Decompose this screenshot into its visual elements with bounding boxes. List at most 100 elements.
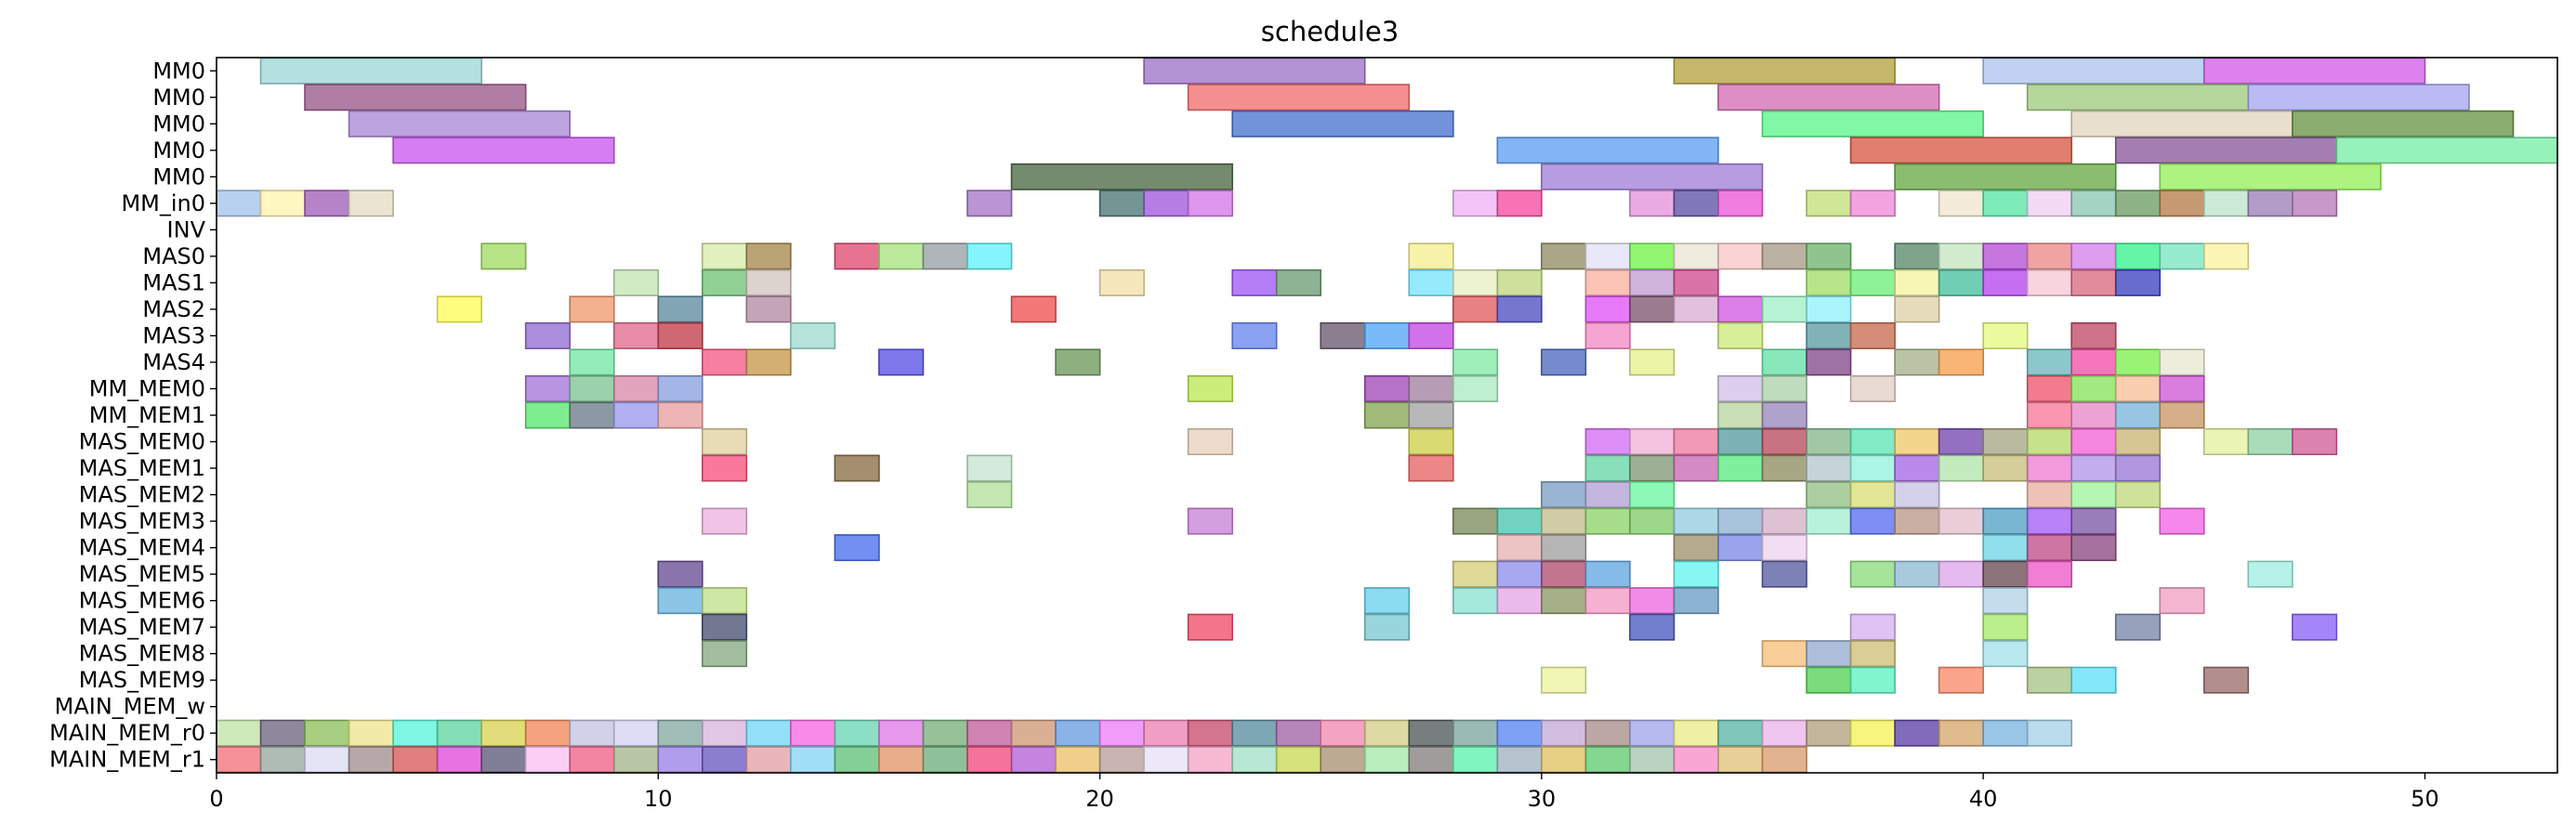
task-bar — [1496, 719, 1543, 747]
task-bar — [1673, 587, 1719, 615]
task-bar — [259, 57, 482, 85]
task-bar — [1761, 110, 1984, 137]
row-label: MAS_MEM6 — [79, 588, 205, 614]
task-bar — [612, 268, 660, 296]
task-bar — [702, 348, 748, 376]
task-bar — [1496, 507, 1543, 535]
row-label: MM0 — [152, 137, 205, 163]
task-bar — [966, 454, 1013, 482]
task-bar — [1187, 746, 1233, 774]
task-bar — [2070, 428, 2117, 456]
task-bar — [1717, 746, 1764, 774]
x-tick-label: 40 — [1969, 786, 1998, 812]
task-bar — [612, 374, 660, 402]
task-bar — [436, 295, 482, 323]
task-bar — [1231, 268, 1278, 296]
task-bar — [1849, 268, 1896, 296]
task-bar — [1761, 560, 1807, 588]
task-bar — [569, 295, 615, 323]
task-bar — [524, 374, 572, 402]
task-bar — [1496, 295, 1543, 323]
task-bar — [2114, 428, 2162, 456]
task-bar — [1761, 242, 1807, 270]
task-bar — [1231, 719, 1278, 747]
task-bar — [1717, 454, 1764, 482]
row-label: MAS_MEM3 — [79, 508, 205, 534]
task-bar — [1938, 560, 1984, 588]
task-bar — [1849, 640, 1896, 668]
task-bar — [1452, 295, 1499, 323]
row-label: MAS_MEM4 — [79, 535, 205, 561]
row-label: MAS_MEM2 — [79, 482, 205, 508]
task-bars — [216, 57, 2558, 774]
task-bar — [1584, 481, 1631, 509]
task-bar — [1187, 613, 1233, 641]
task-bar — [2159, 189, 2205, 217]
task-bar — [1673, 507, 1719, 535]
task-bar — [1806, 189, 1852, 217]
task-bar — [1761, 534, 1807, 562]
task-bar — [922, 719, 968, 747]
task-bar — [1408, 374, 1454, 402]
task-bar — [1673, 428, 1719, 456]
x-tick-label: 50 — [2411, 786, 2439, 812]
task-bar — [1938, 268, 1984, 296]
task-bar — [1231, 746, 1278, 774]
task-bar — [1363, 746, 1411, 774]
task-bar — [1496, 137, 1719, 164]
task-bar — [1938, 666, 1984, 694]
task-bar — [1761, 746, 1807, 774]
task-bar — [2114, 481, 2162, 509]
task-bar — [2247, 560, 2293, 588]
task-bar — [1363, 719, 1411, 747]
task-bar — [1187, 507, 1233, 535]
task-bar — [1408, 454, 1454, 482]
task-bar — [790, 321, 836, 349]
task-bar — [2159, 163, 2382, 190]
task-bar — [966, 189, 1013, 217]
task-bar — [1717, 719, 1764, 747]
row-label: MAS_MEM7 — [79, 614, 205, 640]
task-bar — [2247, 84, 2470, 111]
task-bar — [1452, 507, 1499, 535]
task-bar — [1806, 242, 1852, 270]
task-bar — [216, 746, 262, 774]
task-bar — [1541, 348, 1587, 376]
task-bar — [216, 719, 262, 747]
task-bar — [1982, 507, 2029, 535]
task-bar — [1894, 268, 1940, 296]
task-bar — [1187, 428, 1233, 456]
task-bar — [2070, 268, 2117, 296]
task-bar — [1849, 428, 1896, 456]
task-bar — [878, 242, 925, 270]
task-bar — [1894, 481, 1940, 509]
task-bar — [436, 746, 482, 774]
task-bar — [1275, 719, 1322, 747]
task-bar — [834, 454, 880, 482]
task-bar — [2070, 242, 2117, 270]
row-label: MAS4 — [142, 349, 205, 375]
task-bar — [1584, 428, 1631, 456]
task-bar — [1806, 640, 1852, 668]
task-bar — [1982, 189, 2029, 217]
task-bar — [1363, 613, 1411, 641]
task-bar — [1496, 189, 1543, 217]
task-bar — [1629, 719, 1676, 747]
task-bar — [1496, 746, 1543, 774]
task-bar — [1629, 428, 1676, 456]
task-bar — [2292, 428, 2338, 456]
task-bar — [1584, 295, 1631, 323]
task-bar — [1098, 189, 1145, 217]
task-bar — [1761, 640, 1807, 668]
task-bar — [2159, 348, 2205, 376]
task-bar — [1849, 481, 1896, 509]
row-label: MM_MEM0 — [89, 375, 205, 401]
task-bar — [612, 401, 660, 429]
task-bar — [1982, 428, 2029, 456]
task-bar — [2114, 137, 2338, 164]
task-bar — [1806, 268, 1852, 296]
task-bar — [702, 719, 748, 747]
task-bar — [1849, 507, 1896, 535]
task-bar — [2026, 374, 2072, 402]
task-bar — [1363, 374, 1411, 402]
